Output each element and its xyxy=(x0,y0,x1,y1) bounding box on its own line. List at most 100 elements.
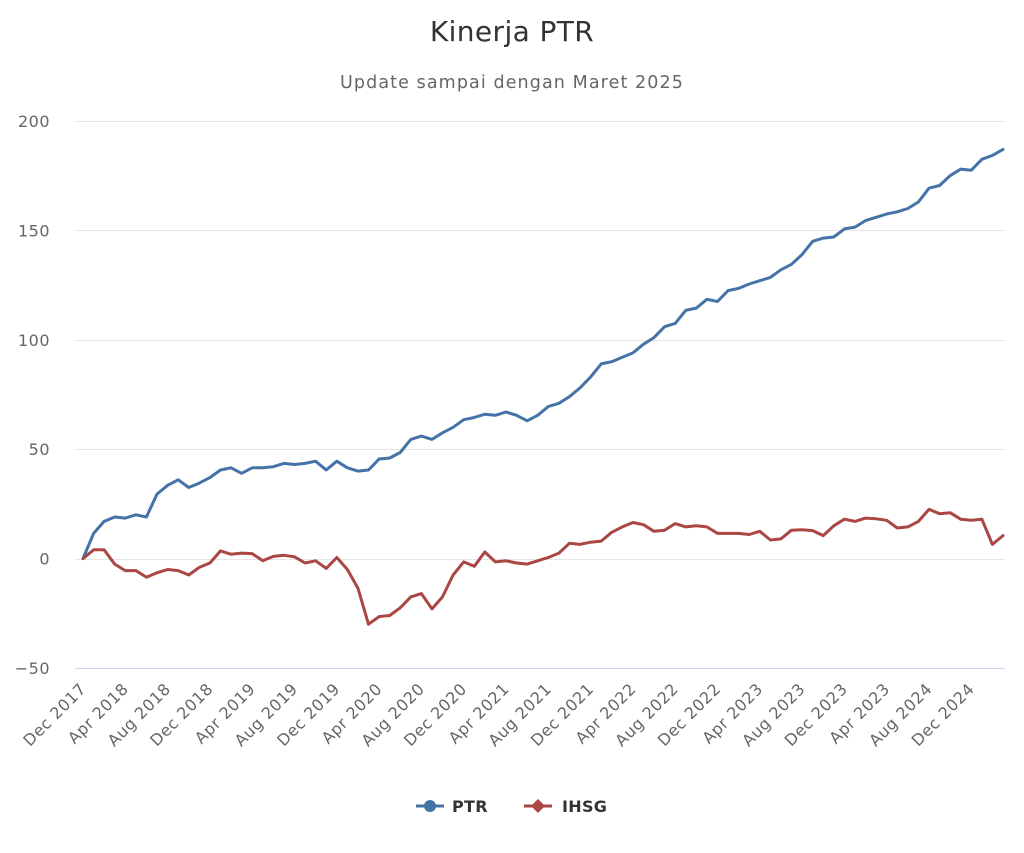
ihsg-data-point xyxy=(269,552,277,560)
ihsg-data-point xyxy=(79,555,87,563)
y-gridlines xyxy=(75,121,1005,669)
ihsg-data-point xyxy=(312,557,320,565)
ptr-data-point xyxy=(576,384,584,392)
ihsg-data-point xyxy=(164,566,172,574)
ptr-data-point xyxy=(724,287,732,295)
legend-item-ihsg[interactable]: IHSG xyxy=(524,797,607,816)
ihsg-series-line xyxy=(81,507,1005,626)
ptr-data-point xyxy=(777,266,785,274)
ihsg-data-point xyxy=(745,531,753,539)
ptr-data-point xyxy=(238,469,246,477)
ptr-data-point xyxy=(132,511,140,519)
ptr-data-point xyxy=(692,304,700,312)
ptr-data-point xyxy=(914,198,922,206)
ihsg-data-point xyxy=(756,527,764,535)
ihsg-data-point xyxy=(111,560,119,568)
ptr-data-point xyxy=(470,414,478,422)
ihsg-data-point xyxy=(217,547,225,555)
ptr-data-point xyxy=(439,429,447,437)
ptr-data-point xyxy=(386,454,394,462)
ptr-data-point xyxy=(90,529,98,537)
ihsg-data-point xyxy=(470,562,478,570)
ptr-data-point xyxy=(259,464,267,472)
ihsg-data-point xyxy=(502,557,510,565)
y-tick-label: 150 xyxy=(18,221,50,240)
ihsg-data-point xyxy=(195,563,203,571)
ihsg-data-point xyxy=(513,559,521,567)
ptr-data-point xyxy=(629,349,637,357)
ihsg-data-point xyxy=(809,527,817,535)
ptr-data-point xyxy=(608,358,616,366)
ptr-data-point xyxy=(428,435,436,443)
ihsg-data-point xyxy=(597,537,605,545)
ptr-data-point xyxy=(597,360,605,368)
ihsg-data-point xyxy=(640,521,648,529)
ihsg-data-point xyxy=(724,529,732,537)
ptr-data-point xyxy=(565,393,573,401)
ihsg-data-point xyxy=(862,514,870,522)
ptr-series-line xyxy=(81,147,1005,561)
ptr-data-point xyxy=(904,205,912,213)
ptr-data-point xyxy=(978,155,986,163)
ptr-data-point xyxy=(185,484,193,492)
ihsg-data-point xyxy=(301,559,309,567)
ptr-data-point xyxy=(248,464,256,472)
ihsg-data-point xyxy=(703,523,711,531)
ihsg-data-point xyxy=(343,566,351,574)
ihsg-data-point xyxy=(121,567,129,575)
ihsg-data-point xyxy=(587,538,595,546)
legend-item-ptr[interactable]: PTR xyxy=(416,797,488,816)
ptr-data-point xyxy=(333,457,341,465)
ihsg-data-point xyxy=(386,612,394,620)
ihsg-data-point xyxy=(608,528,616,536)
ptr-data-point xyxy=(830,233,838,241)
ptr-data-point xyxy=(957,165,965,173)
ihsg-data-point xyxy=(618,523,626,531)
ihsg-data-point xyxy=(629,519,637,527)
ptr-data-point xyxy=(407,435,415,443)
ihsg-data-point xyxy=(291,553,299,561)
ptr-data-point xyxy=(544,403,552,411)
ihsg-data-point xyxy=(830,522,838,530)
ptr-data-point xyxy=(375,455,383,463)
ihsg-data-point xyxy=(946,509,954,517)
ptr-data-point xyxy=(153,490,161,498)
ptr-data-point xyxy=(417,432,425,440)
ihsg-data-point xyxy=(576,540,584,548)
ihsg-data-point xyxy=(735,529,743,537)
ihsg-data-point xyxy=(248,550,256,558)
ptr-data-point xyxy=(809,237,817,245)
ptr-data-point xyxy=(206,474,214,482)
ptr-data-point xyxy=(121,514,129,522)
ihsg-data-point xyxy=(650,527,658,535)
y-tick-label: 50 xyxy=(29,440,50,459)
y-tick-label: 100 xyxy=(18,331,50,350)
ihsg-data-point xyxy=(206,559,214,567)
ptr-data-point xyxy=(460,416,468,424)
ihsg-data-point xyxy=(798,526,806,534)
ptr-data-point xyxy=(766,273,774,281)
ihsg-data-point xyxy=(988,540,996,548)
ptr-data-point xyxy=(481,410,489,418)
ihsg-data-point xyxy=(788,526,796,534)
ptr-data-point xyxy=(513,411,521,419)
ihsg-data-point xyxy=(407,593,415,601)
ptr-data-point xyxy=(534,411,542,419)
ihsg-data-point xyxy=(322,564,330,572)
ptr-data-point xyxy=(217,466,225,474)
y-tick-label: 0 xyxy=(39,550,50,569)
ptr-data-point xyxy=(745,280,753,288)
ptr-data-point xyxy=(999,145,1007,153)
ptr-data-point xyxy=(491,411,499,419)
ptr-data-point xyxy=(671,319,679,327)
ihsg-data-point xyxy=(893,524,901,532)
ihsg-data-point xyxy=(460,558,468,566)
ihsg-data-point xyxy=(365,620,373,628)
legend-ptr-circle-icon xyxy=(424,800,436,812)
ptr-data-point xyxy=(174,476,182,484)
ptr-data-point xyxy=(291,461,299,469)
ihsg-data-point xyxy=(396,604,404,612)
legend: PTR IHSG xyxy=(416,797,607,816)
